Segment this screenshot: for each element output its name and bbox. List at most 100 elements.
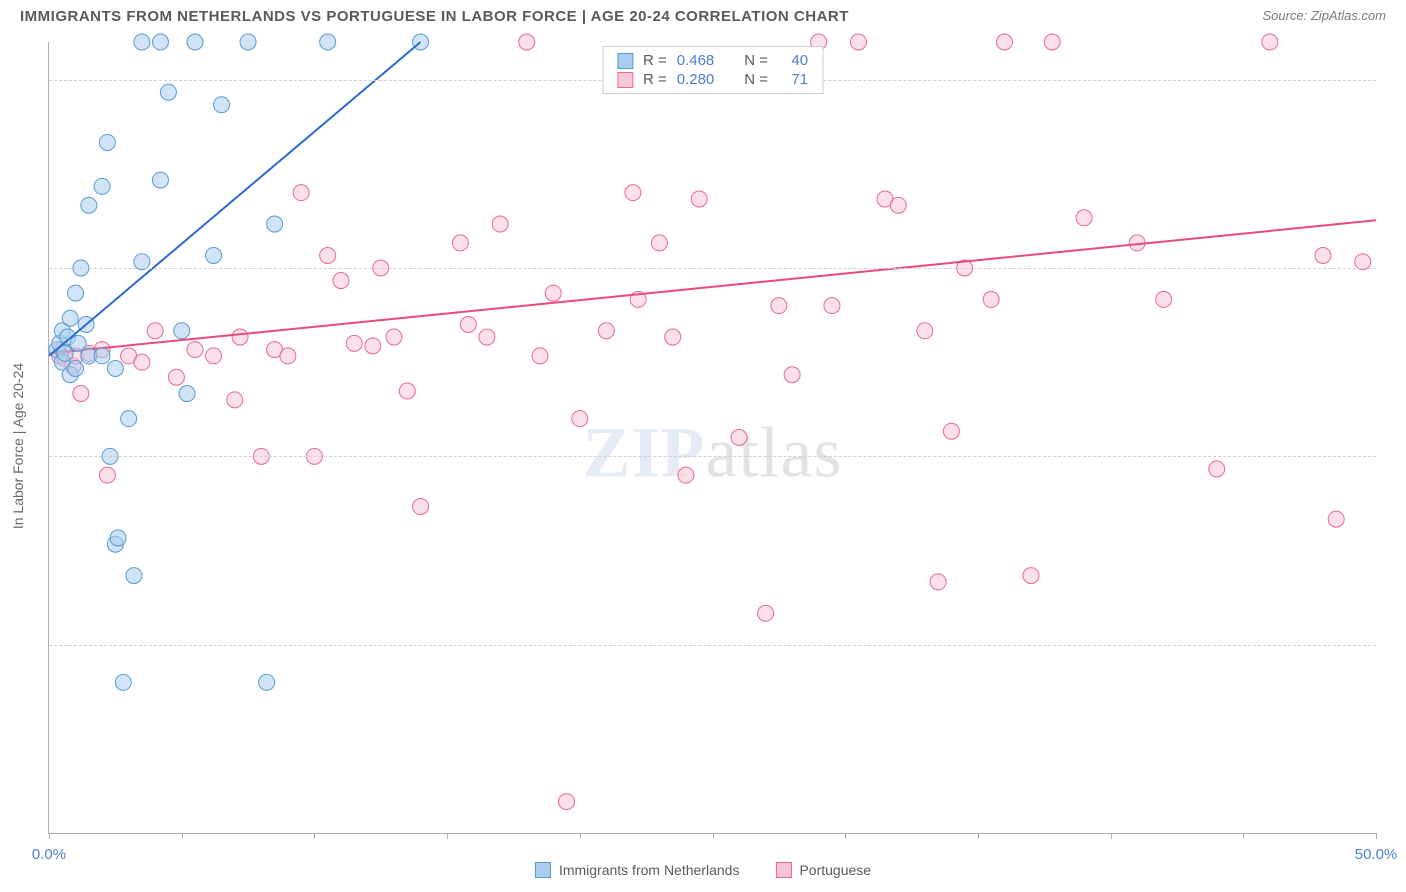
data-point	[68, 285, 84, 301]
data-point	[731, 430, 747, 446]
data-point	[152, 34, 168, 50]
data-point	[187, 34, 203, 50]
chart-title: IMMIGRANTS FROM NETHERLANDS VS PORTUGUES…	[20, 8, 849, 25]
data-point	[99, 134, 115, 150]
data-point	[492, 216, 508, 232]
swatch-icon	[535, 862, 551, 878]
data-point	[206, 348, 222, 364]
data-point	[930, 574, 946, 590]
data-point	[134, 34, 150, 50]
data-point	[758, 605, 774, 621]
data-point	[413, 499, 429, 515]
data-point	[996, 34, 1012, 50]
chart-header: IMMIGRANTS FROM NETHERLANDS VS PORTUGUES…	[0, 0, 1406, 27]
data-point	[73, 386, 89, 402]
data-point	[187, 342, 203, 358]
legend-label: Immigrants from Netherlands	[559, 862, 740, 878]
data-point	[1076, 210, 1092, 226]
data-point	[598, 323, 614, 339]
swatch-icon	[775, 862, 791, 878]
data-point	[651, 235, 667, 251]
y-axis-label: In Labor Force | Age 20-24	[10, 363, 26, 529]
x-tick-label: 50.0%	[1355, 846, 1398, 863]
data-point	[346, 335, 362, 351]
trend-line	[49, 220, 1376, 353]
swatch-netherlands	[617, 53, 633, 69]
data-point	[519, 34, 535, 50]
data-point	[399, 383, 415, 399]
x-tick-label: 0.0%	[32, 846, 66, 863]
data-point	[625, 185, 641, 201]
chart-source: Source: ZipAtlas.com	[1262, 8, 1386, 23]
data-point	[1262, 34, 1278, 50]
data-point	[280, 348, 296, 364]
data-point	[99, 467, 115, 483]
data-point	[259, 674, 275, 690]
data-point	[824, 298, 840, 314]
chart-plot-area: ZIPatlas R = 0.468 N = 40 R = 0.280 N = …	[48, 42, 1376, 834]
data-point	[532, 348, 548, 364]
data-point	[121, 411, 137, 427]
data-point	[62, 310, 78, 326]
y-tick-label: 100.0%	[1384, 71, 1406, 88]
data-point	[1044, 34, 1060, 50]
data-point	[365, 338, 381, 354]
data-point	[917, 323, 933, 339]
data-point	[943, 423, 959, 439]
data-point	[890, 197, 906, 213]
data-point	[572, 411, 588, 427]
data-point	[479, 329, 495, 345]
data-point	[1023, 568, 1039, 584]
trend-line	[49, 42, 421, 356]
data-point	[68, 360, 84, 376]
legend-row-portuguese: R = 0.280 N = 71	[617, 70, 808, 89]
data-point	[1328, 511, 1344, 527]
data-point	[174, 323, 190, 339]
data-point	[126, 568, 142, 584]
y-tick-label: 55.0%	[1384, 636, 1406, 653]
legend-item-portuguese: Portuguese	[775, 862, 871, 878]
data-point	[227, 392, 243, 408]
swatch-portuguese	[617, 72, 633, 88]
data-point	[1315, 247, 1331, 263]
data-point	[94, 178, 110, 194]
data-point	[320, 34, 336, 50]
data-point	[1209, 461, 1225, 477]
data-point	[134, 354, 150, 370]
data-point	[1156, 291, 1172, 307]
data-point	[691, 191, 707, 207]
data-point	[386, 329, 402, 345]
series-legend: Immigrants from Netherlands Portuguese	[535, 862, 871, 878]
data-point	[983, 291, 999, 307]
data-point	[107, 360, 123, 376]
data-point	[678, 467, 694, 483]
data-point	[559, 794, 575, 810]
data-point	[293, 185, 309, 201]
data-point	[333, 273, 349, 289]
y-tick-label: 85.0%	[1384, 260, 1406, 277]
data-point	[460, 317, 476, 333]
data-point	[81, 197, 97, 213]
legend-row-netherlands: R = 0.468 N = 40	[617, 51, 808, 70]
data-point	[771, 298, 787, 314]
data-point	[179, 386, 195, 402]
data-point	[70, 335, 86, 351]
data-point	[115, 674, 131, 690]
y-tick-label: 70.0%	[1384, 448, 1406, 465]
data-point	[665, 329, 681, 345]
data-point	[850, 34, 866, 50]
legend-label: Portuguese	[799, 862, 871, 878]
data-point	[232, 329, 248, 345]
data-point	[267, 216, 283, 232]
data-point	[168, 369, 184, 385]
scatter-plot-svg	[49, 42, 1376, 833]
correlation-legend: R = 0.468 N = 40 R = 0.280 N = 71	[602, 46, 823, 94]
data-point	[214, 97, 230, 113]
data-point	[110, 530, 126, 546]
data-point	[240, 34, 256, 50]
data-point	[545, 285, 561, 301]
data-point	[452, 235, 468, 251]
data-point	[160, 84, 176, 100]
data-point	[784, 367, 800, 383]
data-point	[152, 172, 168, 188]
